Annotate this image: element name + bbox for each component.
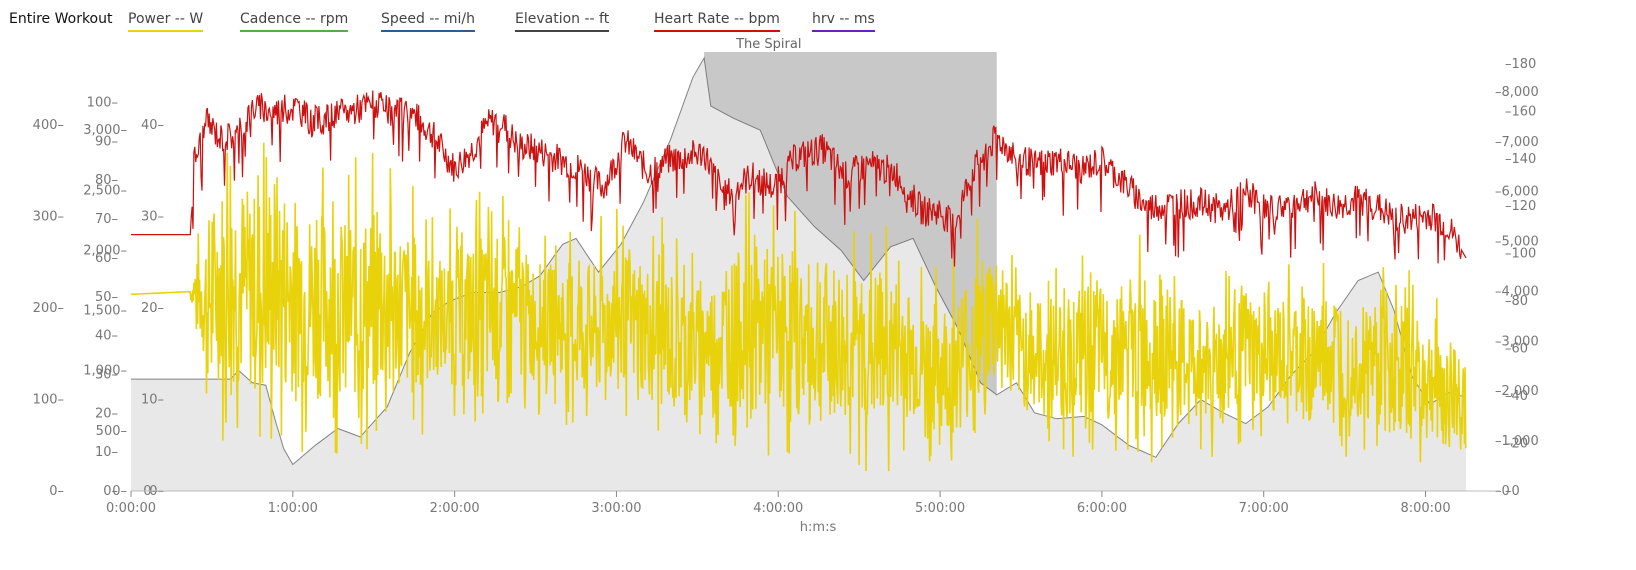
heart-rate-axis-tick: 20– [95,406,118,421]
x-tick-label: 7:00:00 [1239,501,1289,516]
heart-rate-axis-tick: 50– [95,290,118,305]
elevation-axis-tick: 2,500– [83,183,127,198]
heart-rate-line [131,90,1467,267]
speed-axis-tick: 40– [141,118,164,133]
right-axis-b-tick: –60 [1505,342,1528,357]
right-axis-a-tick: –4,000 [1495,284,1539,299]
right-axis-b-tick: –80 [1505,294,1528,309]
elevation-axis-tick: 500– [96,424,127,439]
x-axis-label: h:m:s [800,520,837,535]
power-axis-tick: 0– [49,484,64,499]
heart-rate-axis-tick: 0– [103,484,118,499]
right-axis-b-tick: –120 [1505,199,1536,214]
x-tick-label: 5:00:00 [915,501,965,516]
elevation-axis-tick: 0– [112,484,127,499]
axes: 0– 100– 200– 300– 400– 0– 10– 20– 30– 40– 0– 500– 1,… [33,57,1539,499]
right-axis-a-tick: –6,000 [1495,185,1539,200]
right-axis-b-tick: –20 [1505,437,1528,452]
legend-item-speed[interactable]: Speed -- mi/h [381,11,476,32]
right-axis-a-tick: –8,000 [1495,85,1539,100]
legend-item-cadence[interactable]: Cadence -- rpm [240,11,349,32]
elevation-axis-tick: 1,500– [83,304,127,319]
right-axis-b-tick: –140 [1505,152,1536,167]
right-axis-b-tick: –40 [1505,389,1528,404]
speed-axis-tick: 20– [141,301,164,316]
right-axis-a-tick: –0 [1495,484,1510,499]
right-axis-a-tick: –2,000 [1495,384,1539,399]
power-axis-tick: 200– [33,301,64,316]
right-axis-a-tick: –3,000 [1495,334,1539,349]
x-tick-label: 3:00:00 [591,501,641,516]
x-tick-label: 0:00:00 [106,501,156,516]
x-tick-label: 8:00:00 [1400,501,1450,516]
x-tick-label: 4:00:00 [753,501,803,516]
legend-item-hrv[interactable]: hrv -- ms [812,11,875,32]
x-tick-label: 2:00:00 [430,501,480,516]
speed-axis-tick: 10– [141,393,164,408]
chart-legend: Entire Workout Power -- W Cadence -- rpm… [0,0,1636,36]
legend-item-heart-rate[interactable]: Heart Rate -- bpm [654,11,780,32]
heart-rate-series [131,90,1467,267]
right-axis-b-tick: –0 [1505,484,1520,499]
speed-axis-tick: 30– [141,210,164,225]
power-series [130,142,1467,472]
legend-item-elevation[interactable]: Elevation -- ft [515,11,610,32]
legend-item-power[interactable]: Power -- W [128,11,204,32]
heart-rate-axis-tick: 60– [95,251,118,266]
right-axis-b-tick: –180 [1505,57,1536,72]
power-line [130,142,1467,472]
heart-rate-axis-tick: 30– [95,367,118,382]
power-axis-tick: 100– [33,393,64,408]
elevation-line [131,56,1467,466]
heart-rate-axis-tick: 40– [95,329,118,344]
power-axis-tick: 300– [33,210,64,225]
right-axis-b-tick: –100 [1505,247,1536,262]
x-tick-label: 1:00:00 [268,501,318,516]
x-tick-label: 6:00:00 [1077,501,1127,516]
power-axis-tick: 400– [33,118,64,133]
legend-title: Entire Workout [9,11,113,27]
heart-rate-axis-tick: 100– [87,96,118,111]
heart-rate-axis-tick: 90– [95,134,118,149]
heart-rate-axis-tick: 80– [95,173,118,188]
selection-label: The Spiral [735,37,801,52]
elevation-axis-tick: 1,000– [83,364,127,379]
x-axis: 0:00:00 1:00:00 2:00:00 3:00:00 4:00:00 5:00:… [106,490,1500,535]
right-axis-b-tick: –160 [1505,104,1536,119]
right-axis-a-tick: –5,000 [1495,235,1539,250]
elevation-axis-tick: 2,000– [83,243,127,258]
right-axis-a-tick: –1,000 [1495,434,1539,449]
elevation-axis-tick: 3,000– [83,123,127,138]
heart-rate-axis-tick: 10– [95,445,118,460]
right-axis-a-tick: –7,000 [1495,135,1539,150]
heart-rate-axis-tick: 70– [95,212,118,227]
